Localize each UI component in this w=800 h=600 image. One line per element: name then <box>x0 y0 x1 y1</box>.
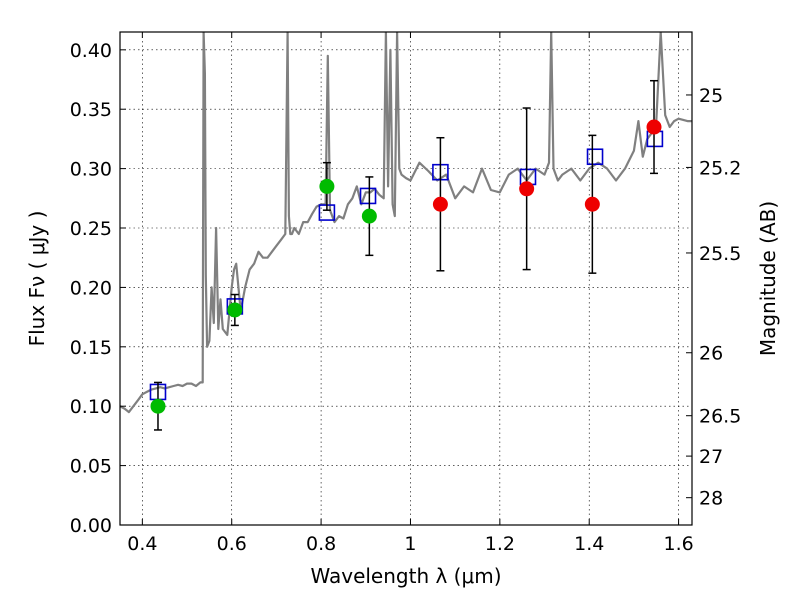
x-tick-label: 0.4 <box>127 533 157 555</box>
x-tick-label: 0.8 <box>306 533 336 555</box>
y2-tick-label: 26 <box>699 343 723 365</box>
x-tick-label: 1.6 <box>663 533 693 555</box>
y-tick-label: 0.25 <box>70 218 112 240</box>
photometry-point-green <box>150 398 166 414</box>
y-tick-label: 0.40 <box>70 40 112 62</box>
y2-tick-label: 28 <box>699 488 723 510</box>
model-spectrum-line <box>120 32 692 414</box>
y2-tick-label: 25.5 <box>699 243 741 265</box>
plot-frame <box>119 31 693 526</box>
photometry-point-green <box>361 208 377 224</box>
y-tick-label: 0.10 <box>70 396 112 418</box>
y-tick-label: 0.00 <box>70 515 112 537</box>
y2-tick-label: 25 <box>699 85 723 107</box>
x-tick-label: 0.6 <box>217 533 247 555</box>
y2-axis-title: Magnitude (AB) <box>756 201 780 356</box>
photometry-point-red <box>432 196 448 212</box>
y-tick-label: 0.05 <box>70 456 112 478</box>
y-tick-label: 0.20 <box>70 277 112 299</box>
photometry-point-green <box>227 302 243 318</box>
model-spectrum-layer <box>120 32 692 414</box>
y2-tick-label: 26.5 <box>699 406 741 428</box>
y2-tick-label: 27 <box>699 446 723 468</box>
tick-layer: 0.4 0.6 0.8 1 1.2 1.4 1.6 0.00 0.05 0.10 0.15 0.20 0… <box>70 32 741 555</box>
y2-tick-label: 25.2 <box>699 157 741 179</box>
x-tick-label: 1.2 <box>485 533 515 555</box>
y-axis-title: Flux Fν ( μJy ) <box>25 211 49 347</box>
y-tick-label: 0.35 <box>70 99 112 121</box>
photometry-point-green <box>319 178 335 194</box>
x-tick-label: 1.4 <box>574 533 604 555</box>
model-flux-square <box>359 187 377 205</box>
x-axis-title: Wavelength λ (μm) <box>310 564 501 588</box>
photometry-layer <box>149 79 664 431</box>
photometry-point-red <box>646 119 662 135</box>
photometry-point-red <box>584 196 600 212</box>
x-tick-label: 1 <box>404 533 416 555</box>
model-flux-square <box>586 148 604 166</box>
y-tick-label: 0.30 <box>70 159 112 181</box>
y-tick-label: 0.15 <box>70 337 112 359</box>
photometry-point-red <box>519 181 535 197</box>
